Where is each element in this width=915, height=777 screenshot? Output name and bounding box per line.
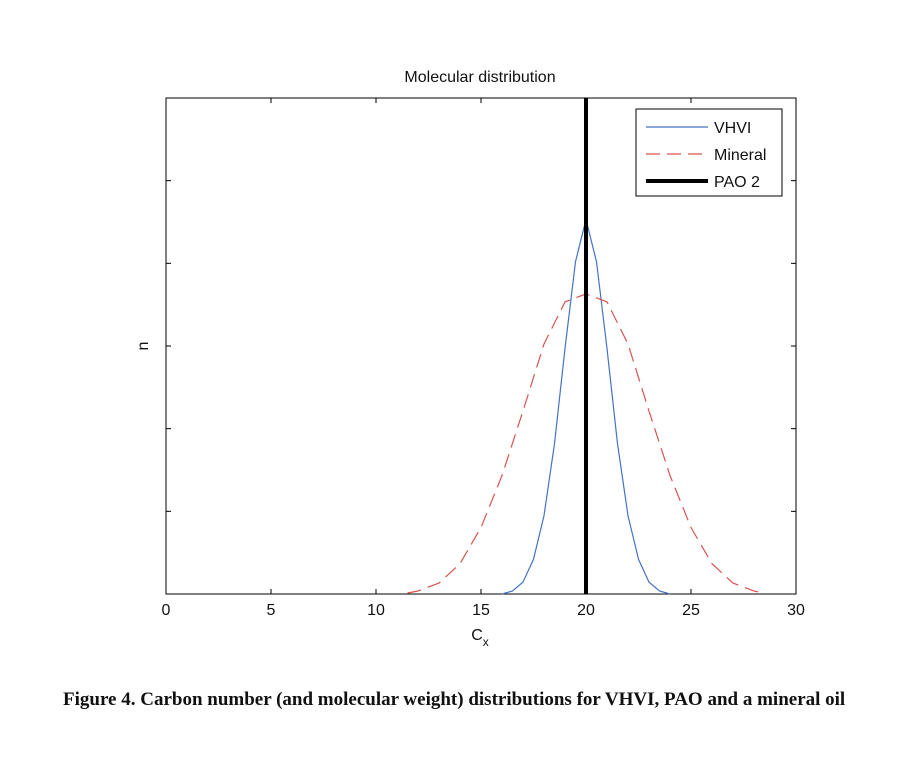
x-tick-label: 30 bbox=[787, 602, 805, 619]
series-layer bbox=[407, 98, 765, 595]
x-axis-label-main: C bbox=[471, 627, 483, 644]
legend-entries: VHVI Mineral PAO 2 bbox=[646, 120, 766, 191]
legend: VHVI Mineral PAO 2 bbox=[635, 108, 783, 197]
x-tick-label: 15 bbox=[472, 602, 490, 619]
x-tick-label: 0 bbox=[162, 602, 171, 619]
legend-label: PAO 2 bbox=[714, 174, 760, 191]
x-tick-label: 20 bbox=[577, 602, 595, 619]
chart-figure: Molecular distribution 0 5 10 15 20 25 30 Cx n… bbox=[135, 69, 805, 649]
legend-label: Mineral bbox=[714, 147, 766, 164]
y-axis-label: n bbox=[135, 342, 152, 351]
x-tick-label: 5 bbox=[267, 602, 276, 619]
x-axis-label: Cx bbox=[471, 627, 489, 649]
x-axis-label-subscript: x bbox=[483, 635, 489, 649]
figure-caption: Figure 4. Carbon number (and molecular w… bbox=[63, 689, 846, 710]
chart-title: Molecular distribution bbox=[404, 69, 555, 86]
x-axis-ticks: 0 5 10 15 20 25 30 bbox=[162, 98, 805, 619]
y-axis-ticks bbox=[166, 180, 796, 512]
legend-label: VHVI bbox=[714, 120, 751, 137]
x-tick-label: 25 bbox=[682, 602, 700, 619]
x-tick-label: 10 bbox=[367, 602, 385, 619]
